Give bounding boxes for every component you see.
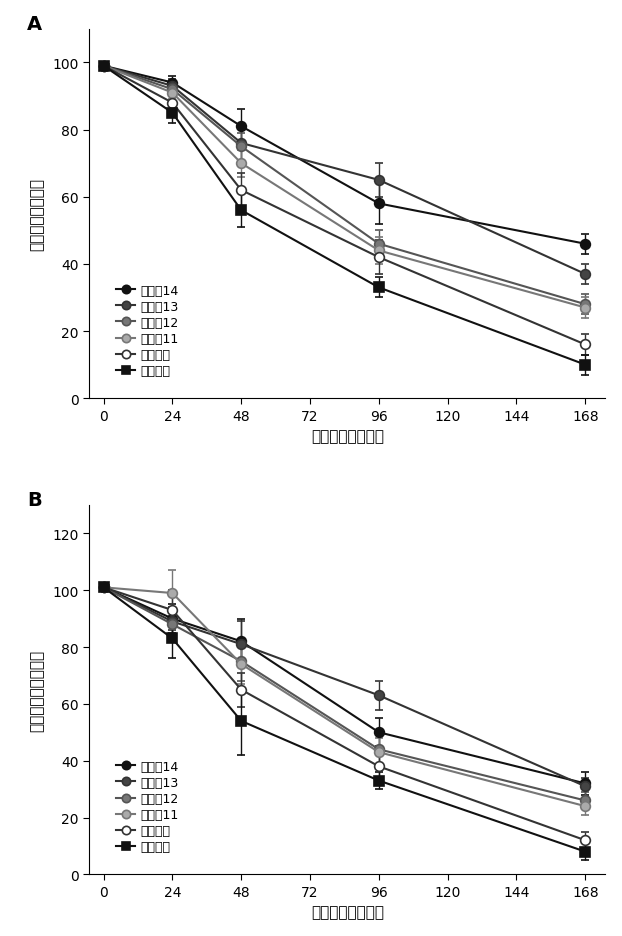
Y-axis label: 細胞生存率（％）: 細胞生存率（％） [29,178,44,251]
Text: A: A [27,15,42,34]
X-axis label: 保存期間（時間）: 保存期間（時間） [311,429,384,444]
Text: B: B [27,490,42,509]
Y-axis label: 生細胞回収率（％）: 生細胞回収率（％） [29,649,44,731]
X-axis label: 保存期間（時間）: 保存期間（時間） [311,904,384,919]
Legend: 実施侁14, 実施侁13, 実施侁12, 実施侁11, 比較例７, 比較例６: 実施侁14, 実施侁13, 実施侁12, 実施侁11, 比較例７, 比較例６ [116,760,178,854]
Legend: 実施侁14, 実施侁13, 実施侁12, 実施侁11, 比較例７, 比較例６: 実施侁14, 実施侁13, 実施侁12, 実施侁11, 比較例７, 比較例６ [116,285,178,378]
